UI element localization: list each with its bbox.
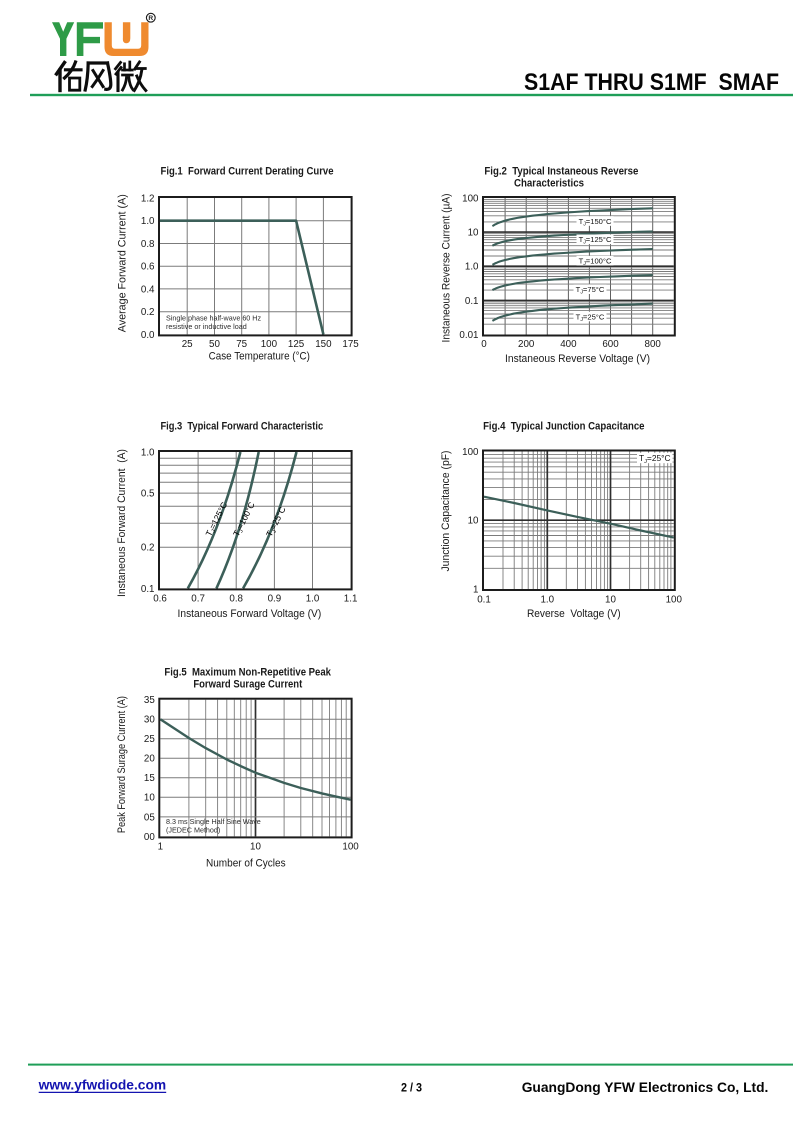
svg-text:Fig.4 Typical Junction Capaci: Fig.4 Typical Junction Capacitance: [483, 420, 644, 432]
svg-text:Junction Capacitance (pF): Junction Capacitance (pF): [440, 450, 452, 571]
svg-text:1.0: 1.0: [540, 595, 554, 606]
svg-text:10: 10: [468, 516, 479, 527]
svg-text:30: 30: [144, 715, 155, 726]
svg-text:175: 175: [342, 339, 359, 350]
svg-text:05: 05: [144, 812, 155, 823]
svg-text:0.4: 0.4: [141, 284, 155, 295]
svg-text:1.0: 1.0: [306, 594, 320, 605]
svg-text:100: 100: [462, 193, 479, 204]
svg-text:100: 100: [342, 842, 359, 853]
svg-text:0.9: 0.9: [268, 594, 282, 605]
svg-text:0.1: 0.1: [477, 595, 491, 606]
svg-text:150: 150: [315, 339, 332, 350]
svg-text:Reverse Voltage (V): Reverse Voltage (V): [527, 608, 621, 620]
svg-text:2 / 3: 2 / 3: [401, 1080, 422, 1094]
svg-text:TJ=25°C: TJ=25°C: [264, 505, 289, 539]
svg-text:Characteristics: Characteristics: [514, 178, 584, 190]
svg-text:Number of Cycles: Number of Cycles: [206, 858, 286, 870]
svg-text:0.8: 0.8: [141, 239, 155, 250]
svg-text:0.8: 0.8: [229, 594, 243, 605]
svg-text:Fig.2 Typical Instaneous Reve: Fig.2 Typical Instaneous Reverse: [484, 165, 638, 177]
svg-text:10: 10: [468, 228, 479, 239]
svg-text:0.7: 0.7: [191, 594, 205, 605]
svg-text:Average Forward Current (A): Average Forward Current (A): [117, 194, 129, 332]
svg-text:0.1: 0.1: [141, 584, 155, 595]
svg-text:0.2: 0.2: [141, 543, 155, 554]
svg-text:TJ=75°C: TJ=75°C: [576, 285, 605, 296]
svg-text:R: R: [148, 15, 153, 22]
svg-text:20: 20: [144, 754, 155, 765]
svg-text:1.0: 1.0: [141, 216, 155, 227]
svg-text:50: 50: [209, 339, 220, 350]
svg-text:00: 00: [144, 832, 155, 843]
svg-text:Fig.3 Typical Forward Charact: Fig.3 Typical Forward Characteristic: [160, 420, 323, 432]
svg-text:www.yfwdiode.com: www.yfwdiode.com: [38, 1077, 167, 1092]
svg-text:resistive or inductive load: resistive or inductive load: [166, 322, 247, 331]
svg-text:25: 25: [182, 339, 193, 350]
svg-text:S1AF THRU S1MF SMAF: S1AF THRU S1MF SMAF: [524, 69, 779, 96]
svg-text:35: 35: [144, 695, 155, 706]
svg-text:0.6: 0.6: [141, 262, 155, 273]
svg-text:Forward Surage Current: Forward Surage Current: [193, 678, 302, 690]
svg-text:100: 100: [261, 339, 278, 350]
svg-text:0.5: 0.5: [141, 489, 155, 500]
svg-text:100: 100: [462, 447, 479, 458]
svg-text:1.1: 1.1: [344, 594, 358, 605]
svg-text:1: 1: [158, 842, 163, 853]
svg-text:8.3 ms Single Half Sine Wave: 8.3 ms Single Half Sine Wave: [166, 817, 261, 826]
svg-text:Peak Forward Surage Current (A: Peak Forward Surage Current (A): [116, 696, 128, 833]
svg-text:0.6: 0.6: [153, 594, 167, 605]
svg-text:25: 25: [144, 734, 155, 745]
svg-text:TJ=25°C: TJ=25°C: [576, 312, 605, 323]
svg-text:TJ=100°C: TJ=100°C: [579, 257, 612, 268]
svg-text:1.2: 1.2: [141, 193, 155, 204]
svg-text:0.1: 0.1: [465, 296, 479, 307]
svg-text:(JEDEC Method): (JEDEC Method): [166, 826, 220, 835]
svg-text:TJ=125°C: TJ=125°C: [579, 235, 612, 246]
svg-text:Instaneous Forward Voltage (V): Instaneous Forward Voltage (V): [178, 608, 322, 620]
svg-text:1: 1: [473, 584, 478, 595]
svg-text:TJ=25°C: TJ=25°C: [639, 453, 671, 465]
svg-text:800: 800: [645, 339, 662, 350]
svg-text:400: 400: [560, 339, 577, 350]
svg-text:Instaneous Reverse Current (µA: Instaneous Reverse Current (µA): [440, 193, 452, 342]
svg-text:Fig.1 Forward Current Deratin: Fig.1 Forward Current Derating Curve: [161, 165, 334, 177]
svg-text:Instaneous Reverse Voltage (V): Instaneous Reverse Voltage (V): [505, 353, 650, 365]
svg-text:0: 0: [481, 339, 487, 350]
svg-text:10: 10: [144, 793, 155, 804]
svg-text:TJ=150°C: TJ=150°C: [579, 217, 612, 228]
svg-text:Fig.5 Maximum Non-Repetitive: Fig.5 Maximum Non-Repetitive Peak: [164, 667, 331, 679]
svg-text:0.0: 0.0: [141, 330, 155, 341]
svg-text:600: 600: [602, 339, 619, 350]
svg-text:200: 200: [518, 339, 535, 350]
svg-text:1.0: 1.0: [465, 262, 479, 273]
svg-text:15: 15: [144, 773, 155, 784]
svg-text:75: 75: [236, 339, 247, 350]
svg-text:0.2: 0.2: [141, 307, 155, 318]
svg-text:1.0: 1.0: [141, 447, 155, 458]
svg-text:Case Temperature (°C): Case Temperature (°C): [209, 351, 310, 363]
svg-text:100: 100: [666, 595, 683, 606]
svg-text:10: 10: [250, 842, 261, 853]
svg-text:Instaneous Forward Current (A: Instaneous Forward Current (A): [116, 449, 128, 597]
svg-text:Single phase half-wave 60 Hz: Single phase half-wave 60 Hz: [166, 314, 261, 323]
svg-text:0.01: 0.01: [459, 330, 478, 341]
svg-text:GuangDong YFW Electronics Co,: GuangDong YFW Electronics Co, Ltd.: [522, 1080, 769, 1095]
svg-text:10: 10: [605, 595, 616, 606]
svg-text:125: 125: [288, 339, 305, 350]
